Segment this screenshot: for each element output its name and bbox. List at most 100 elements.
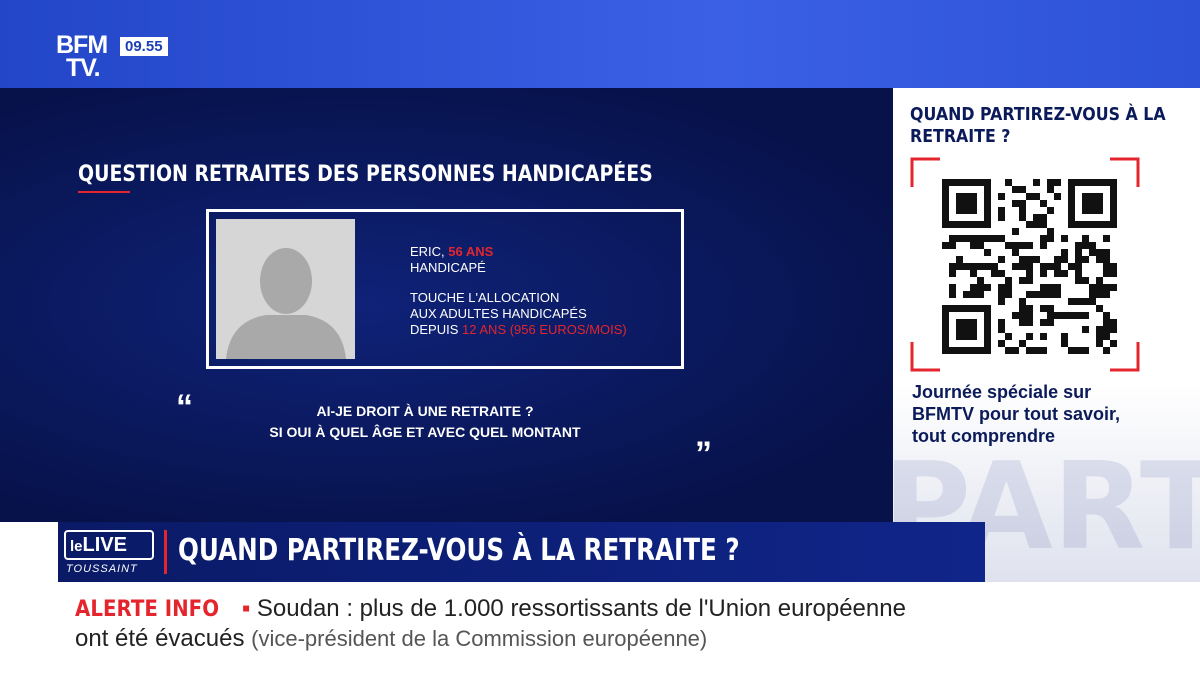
qr-module — [1047, 179, 1054, 186]
qr-module — [1082, 256, 1089, 263]
qr-module — [963, 193, 970, 200]
quote-line: AI-JE DROIT À UNE RETRAITE ? — [316, 403, 534, 419]
qr-module — [942, 347, 949, 354]
qr-module — [984, 263, 991, 270]
qr-module — [1096, 340, 1103, 347]
quote-line: SI OUI À QUEL ÂGE ET AVEC QUEL MONTANT — [269, 424, 581, 440]
qr-module — [1075, 242, 1082, 249]
logo-line: BFM — [56, 31, 108, 59]
qr-module — [984, 333, 991, 340]
ticker-headline: Soudan : plus de 1.000 ressortissants de… — [75, 595, 906, 652]
qr-module — [1061, 333, 1068, 340]
qr-module — [1061, 340, 1068, 347]
qr-module — [1005, 291, 1012, 298]
qr-module — [956, 200, 963, 207]
qr-module — [956, 235, 963, 242]
qr-module — [984, 319, 991, 326]
qr-module — [949, 235, 956, 242]
card-status: HANDICAPÉ — [410, 260, 486, 275]
qr-module — [1019, 277, 1026, 284]
qr-module — [1075, 298, 1082, 305]
card-line: TOUCHE L'ALLOCATION — [410, 290, 560, 305]
qr-module — [1040, 333, 1047, 340]
qr-module — [949, 221, 956, 228]
top-bar — [0, 0, 1200, 90]
qr-module — [977, 347, 984, 354]
qr-module — [1061, 270, 1068, 277]
qr-module — [963, 200, 970, 207]
qr-module — [1110, 340, 1117, 347]
qr-module — [1103, 249, 1110, 256]
qr-module — [998, 284, 1005, 291]
qr-module — [1103, 263, 1110, 270]
qr-module — [1047, 284, 1054, 291]
lower-title: QUAND PARTIREZ-VOUS À LA RETRAITE ? — [178, 533, 740, 568]
qr-module — [1096, 291, 1103, 298]
qr-module — [1082, 347, 1089, 354]
qr-module — [1082, 242, 1089, 249]
qr-module — [956, 263, 963, 270]
qr-module — [1019, 214, 1026, 221]
qr-module — [949, 347, 956, 354]
qr-module — [1103, 326, 1110, 333]
qr-module — [942, 186, 949, 193]
qr-module — [1089, 298, 1096, 305]
qr-module — [1096, 333, 1103, 340]
qr-code — [910, 157, 1140, 372]
qr-module — [1019, 256, 1026, 263]
qr-module — [1061, 249, 1068, 256]
qr-module — [942, 193, 949, 200]
qr-module — [942, 221, 949, 228]
qr-module — [984, 186, 991, 193]
qr-module — [984, 235, 991, 242]
qr-module — [1019, 242, 1026, 249]
qr-module — [970, 200, 977, 207]
qr-module — [1068, 200, 1075, 207]
qr-module — [942, 340, 949, 347]
qr-module — [956, 256, 963, 263]
qr-module — [970, 263, 977, 270]
qr-module — [1110, 207, 1117, 214]
qr-module — [1005, 347, 1012, 354]
qr-module — [949, 291, 956, 298]
qr-module — [949, 284, 956, 291]
qr-module — [1068, 179, 1075, 186]
qr-module — [1026, 333, 1033, 340]
qr-module — [1054, 256, 1061, 263]
qr-module — [1089, 221, 1096, 228]
qr-module — [1082, 179, 1089, 186]
qr-module — [1082, 312, 1089, 319]
qr-module — [1103, 312, 1110, 319]
qr-module — [1040, 242, 1047, 249]
qr-module — [1040, 200, 1047, 207]
qr-module — [1047, 228, 1054, 235]
qr-module — [1019, 186, 1026, 193]
heading-underline — [78, 191, 130, 193]
qr-module — [1082, 221, 1089, 228]
qr-module — [1068, 263, 1075, 270]
qr-module — [977, 263, 984, 270]
side-text: Journée spéciale sur BFMTV pour tout sav… — [912, 382, 1121, 446]
qr-module — [1110, 326, 1117, 333]
qr-module — [1096, 284, 1103, 291]
qr-module — [1054, 263, 1061, 270]
qr-module — [963, 263, 970, 270]
qr-module — [1040, 284, 1047, 291]
qr-module — [956, 207, 963, 214]
qr-module — [998, 326, 1005, 333]
qr-module — [942, 312, 949, 319]
card-line: DEPUIS — [410, 322, 459, 337]
ticker — [0, 582, 1200, 675]
qr-module — [970, 319, 977, 326]
qr-module — [1089, 291, 1096, 298]
qr-module — [956, 221, 963, 228]
qr-module — [970, 242, 977, 249]
qr-module — [963, 305, 970, 312]
qr-module — [956, 333, 963, 340]
qr-module — [1047, 235, 1054, 242]
qr-module — [1033, 179, 1040, 186]
qr-module — [949, 305, 956, 312]
qr-module — [956, 305, 963, 312]
qr-module — [963, 347, 970, 354]
qr-module — [1047, 291, 1054, 298]
